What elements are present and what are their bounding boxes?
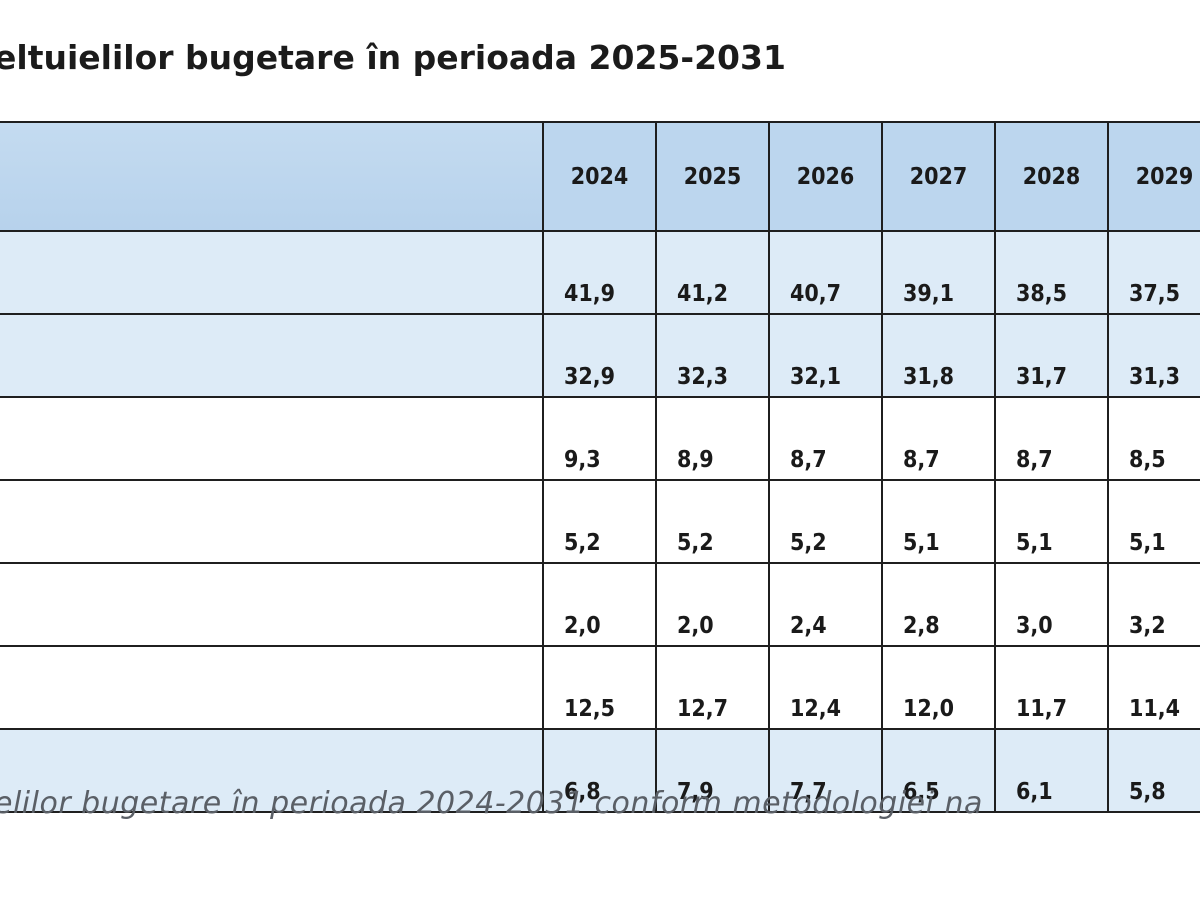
value-cell: 9,3 (542, 396, 657, 481)
table-caption: elilor bugetare în perioada 2024-2031 co… (0, 786, 983, 821)
value-cell: 5,2 (768, 479, 883, 564)
row-label-cell (0, 728, 544, 813)
table-row: 32,9 32,3 32,1 31,8 31,7 31,3 (0, 313, 1200, 398)
header-year-2028: 2028 (994, 121, 1109, 232)
value-cell: 11,7 (994, 645, 1109, 730)
table-row: 5,2 5,2 5,2 5,1 5,1 5,1 (0, 479, 1200, 564)
value-cell: 32,3 (655, 313, 770, 398)
value-cell: 12,7 (655, 645, 770, 730)
value-cell: 6,1 (994, 728, 1109, 813)
row-label-cell (0, 479, 544, 564)
table-row: 41,9 41,2 40,7 39,1 38,5 37,5 (0, 230, 1200, 315)
row-label-cell (0, 396, 544, 481)
value-cell: 41,9 (542, 230, 657, 315)
value-cell: 7,9 (655, 728, 770, 813)
value-cell: 8,7 (768, 396, 883, 481)
value-cell: 3,0 (994, 562, 1109, 647)
value-cell: 5,1 (994, 479, 1109, 564)
value-cell: 5,1 (1107, 479, 1200, 564)
value-cell: 3,2 (1107, 562, 1200, 647)
row-label-cell (0, 562, 544, 647)
header-year-2025: 2025 (655, 121, 770, 232)
header-year-2024: 2024 (542, 121, 657, 232)
value-cell: 37,5 (1107, 230, 1200, 315)
value-cell: 5,2 (542, 479, 657, 564)
budget-table: 2024 2025 2026 2027 2028 2029 41,9 41,2 … (0, 121, 1200, 813)
header-year-2029: 2029 (1107, 121, 1200, 232)
value-cell: 8,9 (655, 396, 770, 481)
table-row: 2,0 2,0 2,4 2,8 3,0 3,2 (0, 562, 1200, 647)
value-cell: 8,7 (881, 396, 996, 481)
value-cell: 5,8 (1107, 728, 1200, 813)
value-cell: 31,3 (1107, 313, 1200, 398)
value-cell: 5,2 (655, 479, 770, 564)
value-cell: 6,5 (881, 728, 996, 813)
row-label-cell (0, 313, 544, 398)
value-cell: 12,4 (768, 645, 883, 730)
table-title: eltuielilor bugetare în perioada 2025-20… (0, 38, 786, 77)
value-cell: 8,5 (1107, 396, 1200, 481)
value-cell: 2,8 (881, 562, 996, 647)
header-year-2027: 2027 (881, 121, 996, 232)
value-cell: 8,7 (994, 396, 1109, 481)
value-cell: 5,1 (881, 479, 996, 564)
row-label-cell (0, 230, 544, 315)
value-cell: 11,4 (1107, 645, 1200, 730)
header-year-2026: 2026 (768, 121, 883, 232)
value-cell: 39,1 (881, 230, 996, 315)
value-cell: 31,8 (881, 313, 996, 398)
value-cell: 32,9 (542, 313, 657, 398)
table-row: 12,5 12,7 12,4 12,0 11,7 11,4 (0, 645, 1200, 730)
value-cell: 2,4 (768, 562, 883, 647)
value-cell: 6,8 (542, 728, 657, 813)
value-cell: 2,0 (655, 562, 770, 647)
value-cell: 7,7 (768, 728, 883, 813)
table-row: 6,8 7,9 7,7 6,5 6,1 5,8 (0, 728, 1200, 813)
value-cell: 41,2 (655, 230, 770, 315)
row-label-cell (0, 645, 544, 730)
value-cell: 31,7 (994, 313, 1109, 398)
header-row: 2024 2025 2026 2027 2028 2029 (0, 121, 1200, 232)
value-cell: 12,0 (881, 645, 996, 730)
value-cell: 32,1 (768, 313, 883, 398)
value-cell: 2,0 (542, 562, 657, 647)
value-cell: 40,7 (768, 230, 883, 315)
header-label-cell (0, 121, 544, 232)
value-cell: 38,5 (994, 230, 1109, 315)
table-row: 9,3 8,9 8,7 8,7 8,7 8,5 (0, 396, 1200, 481)
value-cell: 12,5 (542, 645, 657, 730)
